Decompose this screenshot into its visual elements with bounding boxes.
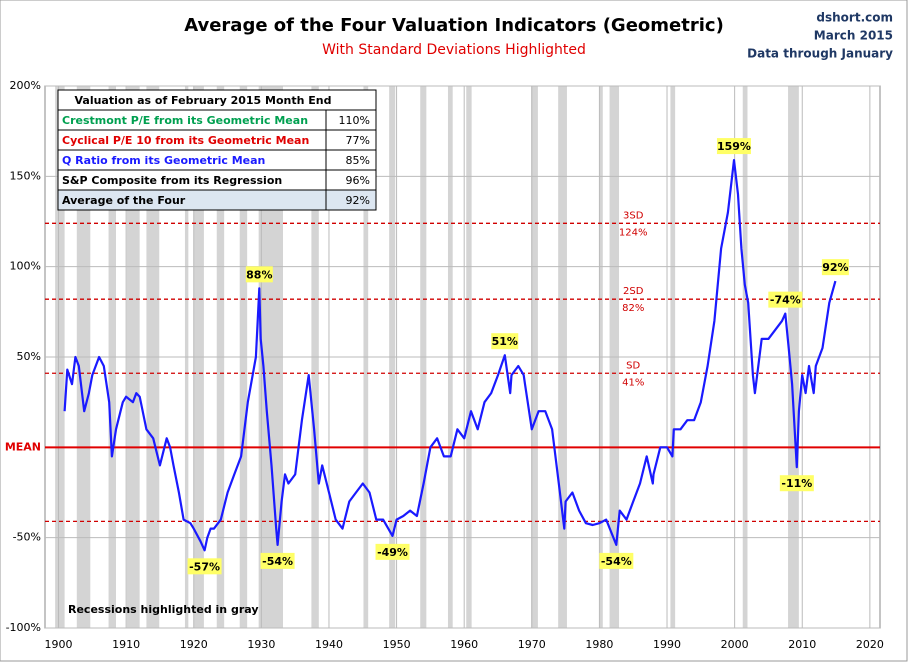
table-row-bg xyxy=(57,189,377,211)
x-tick-label: 1990 xyxy=(653,638,681,651)
table-row-name: Crestmont P/E from its Geometric Mean xyxy=(62,114,308,127)
y-tick-label: -50% xyxy=(13,531,41,544)
annotation-label: -11% xyxy=(781,477,812,490)
chart-title: Average of the Four Valuation Indicators… xyxy=(184,15,724,36)
annotation-label: -74% xyxy=(770,294,801,307)
sd-value-label: 124% xyxy=(619,227,648,238)
sd-value-label: 82% xyxy=(622,303,644,314)
y-tick-label: 200% xyxy=(10,79,41,92)
table-header: Valuation as of February 2015 Month End xyxy=(74,94,331,107)
annotation-label: 92% xyxy=(822,261,848,274)
sd-label: 3SD xyxy=(623,210,644,221)
x-tick-label: 1910 xyxy=(112,638,140,651)
annotation-box xyxy=(187,558,222,575)
sd-label: 2SD xyxy=(623,286,644,297)
y-tick-label: 100% xyxy=(10,260,41,273)
x-tick-label: 1900 xyxy=(45,638,73,651)
annotation-box xyxy=(491,333,519,350)
chart-subtitle: With Standard Deviations Highlighted xyxy=(322,42,586,58)
annotation-label: -57% xyxy=(189,560,220,573)
annotation-box xyxy=(768,291,803,308)
y-tick-label: MEAN xyxy=(5,440,41,453)
x-tick-label: 1920 xyxy=(180,638,208,651)
annotation-box xyxy=(245,266,273,283)
sd-label: SD xyxy=(626,360,640,371)
y-tick-label: -100% xyxy=(6,621,41,634)
annotation-label: -54% xyxy=(262,555,293,568)
x-tick-label: 1930 xyxy=(247,638,275,651)
x-tick-label: 2000 xyxy=(721,638,749,651)
table-row-name: Average of the Four xyxy=(62,194,186,207)
table-row-name: Cyclical P/E 10 from its Geometric Mean xyxy=(62,134,309,147)
data-line xyxy=(63,159,837,552)
x-tick-label: 1940 xyxy=(315,638,343,651)
y-tick-label: 150% xyxy=(10,169,41,182)
table-row-value: 92% xyxy=(346,194,370,207)
annotation-box xyxy=(260,552,295,569)
annotation-box xyxy=(375,543,410,560)
annotation-label: 88% xyxy=(246,268,272,281)
annotation-box xyxy=(716,138,751,155)
x-tick-label: 2020 xyxy=(856,638,884,651)
table-row-value: 77% xyxy=(346,134,370,147)
source: dshort.com xyxy=(816,11,893,25)
x-tick-label: 1950 xyxy=(383,638,411,651)
annotation-box xyxy=(599,552,634,569)
annotation-label: -54% xyxy=(601,555,632,568)
y-tick-label: 50% xyxy=(17,350,41,363)
note: Recessions highlighted in gray xyxy=(68,603,259,616)
source: Data through January xyxy=(747,47,893,61)
x-tick-label: 1980 xyxy=(585,638,613,651)
annotation-label: 51% xyxy=(492,335,518,348)
plot-area: 1900 1910 1920 1930 1940 1950 1960 1970 1980 1990… xyxy=(5,79,884,651)
table-row-value: 110% xyxy=(339,114,370,127)
table-row-value: 96% xyxy=(346,174,370,187)
table-row-value: 85% xyxy=(346,154,370,167)
annotation-label: -49% xyxy=(377,546,408,559)
x-tick-label: 1960 xyxy=(450,638,478,651)
annotation-box xyxy=(779,475,814,492)
x-tick-label: 2010 xyxy=(788,638,816,651)
annotation-box xyxy=(821,259,849,276)
table-row-name: S&P Composite from its Regression xyxy=(62,174,282,187)
x-tick-label: 1970 xyxy=(518,638,546,651)
sd-value-label: 41% xyxy=(622,377,644,388)
source: March 2015 xyxy=(814,29,893,43)
table-row-name: Q Ratio from its Geometric Mean xyxy=(62,154,265,167)
annotation-label: 159% xyxy=(717,140,751,153)
